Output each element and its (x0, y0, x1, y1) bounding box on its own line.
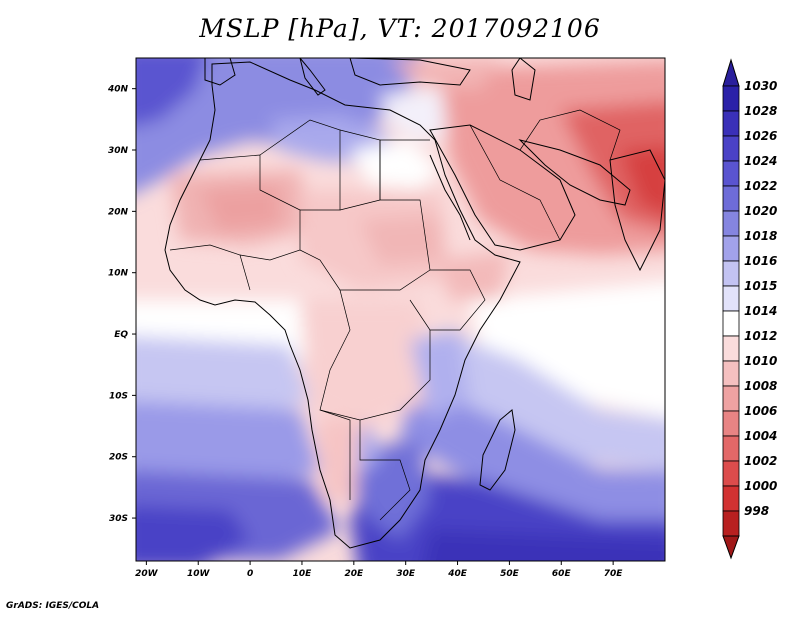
latitude-axis: 40N 30N 20N 10N EQ 10S 20S 30S (107, 85, 136, 524)
red-sea-west (429, 154, 471, 241)
low-congo (300, 300, 430, 430)
colorbar-swatch (722, 435, 740, 462)
colorbar-label: 1030 (744, 79, 777, 93)
colorbar-swatch (722, 310, 740, 337)
colorbar-label: 1015 (744, 279, 777, 293)
colorbar-swatch (722, 510, 740, 537)
colorbar-label: 1018 (744, 229, 777, 243)
lat-tick-label: 30S (109, 514, 128, 524)
colorbar-label: 1026 (744, 129, 777, 143)
iran-coast (518, 139, 631, 206)
colorbar-label: 1024 (744, 154, 777, 168)
lon-tick-label: 60E (552, 569, 572, 579)
colorbar-label: 1020 (744, 204, 777, 218)
low-india-core (620, 146, 665, 215)
caspian (511, 58, 536, 101)
greece-turkey (349, 58, 471, 86)
iberia (204, 58, 236, 86)
africa-coastline (164, 61, 521, 549)
colorbar-label: 1022 (744, 179, 777, 193)
lon-tick-label: 10E (293, 569, 313, 579)
lat-tick-label: 20S (109, 453, 128, 463)
lon-tick-label: 40E (447, 569, 468, 579)
high-indian-ocean-1 (430, 330, 665, 469)
lat-tick-label: EQ (114, 330, 128, 340)
map-frame (135, 57, 666, 562)
lon-tick-label: 10W (187, 569, 211, 579)
lon-tick-label: 20W (135, 569, 159, 579)
colorbar-swatch (722, 235, 740, 262)
colorbar-label: 1000 (744, 479, 777, 493)
colorbar-swatch (722, 360, 740, 387)
colorbar-swatch (722, 135, 740, 162)
longitude-axis: 20W 10W 0 10E 20E 30E 40E 50E 60E 70E (135, 561, 623, 579)
high-atlantic-1 (136, 335, 310, 420)
colorbar-swatch (722, 410, 740, 437)
colorbar-top-arrow (722, 58, 740, 87)
colorbar-swatch (722, 85, 740, 112)
lat-tick-label: 20N (108, 207, 129, 217)
neutral-band-north (380, 90, 460, 140)
colorbar-label: 1010 (744, 354, 777, 368)
colorbar-label: 1012 (744, 329, 777, 343)
colorbar-label: 1016 (744, 254, 777, 268)
colorbar-bottom-arrow (722, 535, 740, 560)
colorbar: 1030 1028 1026 1024 1022 1020 1018 1016 1015 1014… (722, 58, 777, 560)
low-horn (440, 250, 510, 300)
colorbar-swatch (722, 385, 740, 412)
high-indian-ocean-2 (400, 380, 665, 520)
coastlines (164, 58, 665, 549)
country-borders (169, 109, 621, 521)
lat-tick-label: 10N (108, 269, 129, 279)
high-atlantic-core (136, 505, 250, 561)
lat-tick-label: 10S (109, 391, 128, 401)
colorbar-label: 1014 (744, 304, 777, 318)
colorbar-label: 1028 (744, 104, 777, 118)
colorbar-label: 1006 (744, 404, 777, 418)
lon-tick-label: 50E (500, 569, 520, 579)
colorbar-label: 998 (744, 504, 769, 518)
colorbar-swatch (722, 110, 740, 137)
neutral-band-sahara (350, 140, 440, 190)
lon-tick-label: 30E (396, 569, 416, 579)
colorbar-label: 1002 (744, 454, 777, 468)
high-atlantic-2 (136, 400, 320, 490)
colorbar-swatch (722, 260, 740, 287)
lon-tick-label: 70E (604, 569, 624, 579)
colorbar-swatch (722, 210, 740, 237)
lon-tick-label: 0 (247, 569, 253, 579)
colorbar-swatch (722, 285, 740, 312)
italy (299, 58, 326, 96)
high-southern-africa (355, 440, 430, 540)
lat-tick-label: 30N (108, 146, 129, 156)
colorbar-swatch (722, 460, 740, 487)
colorbar-label: 1004 (744, 429, 777, 443)
high-northwest-core (136, 58, 206, 126)
india (609, 149, 665, 272)
colorbar-swatch (722, 485, 740, 512)
low-namibia (315, 420, 360, 500)
lon-tick-label: 20E (344, 569, 364, 579)
lat-tick-label: 40N (107, 85, 129, 95)
footer-credit: GrADS: IGES/COLA (6, 601, 100, 611)
pressure-field (136, 58, 665, 561)
madagascar (479, 409, 516, 491)
colorbar-swatch (722, 160, 740, 187)
neutral-indian-ocean (470, 281, 665, 417)
map-title: MSLP [hPa], VT: 2017092106 (199, 14, 601, 43)
low-mali (200, 185, 280, 232)
colorbar-label: 1008 (744, 379, 777, 393)
colorbar-swatch (722, 335, 740, 362)
high-east-africa (410, 330, 470, 420)
colorbar-swatch (722, 185, 740, 212)
high-south-indian-core (423, 530, 665, 561)
